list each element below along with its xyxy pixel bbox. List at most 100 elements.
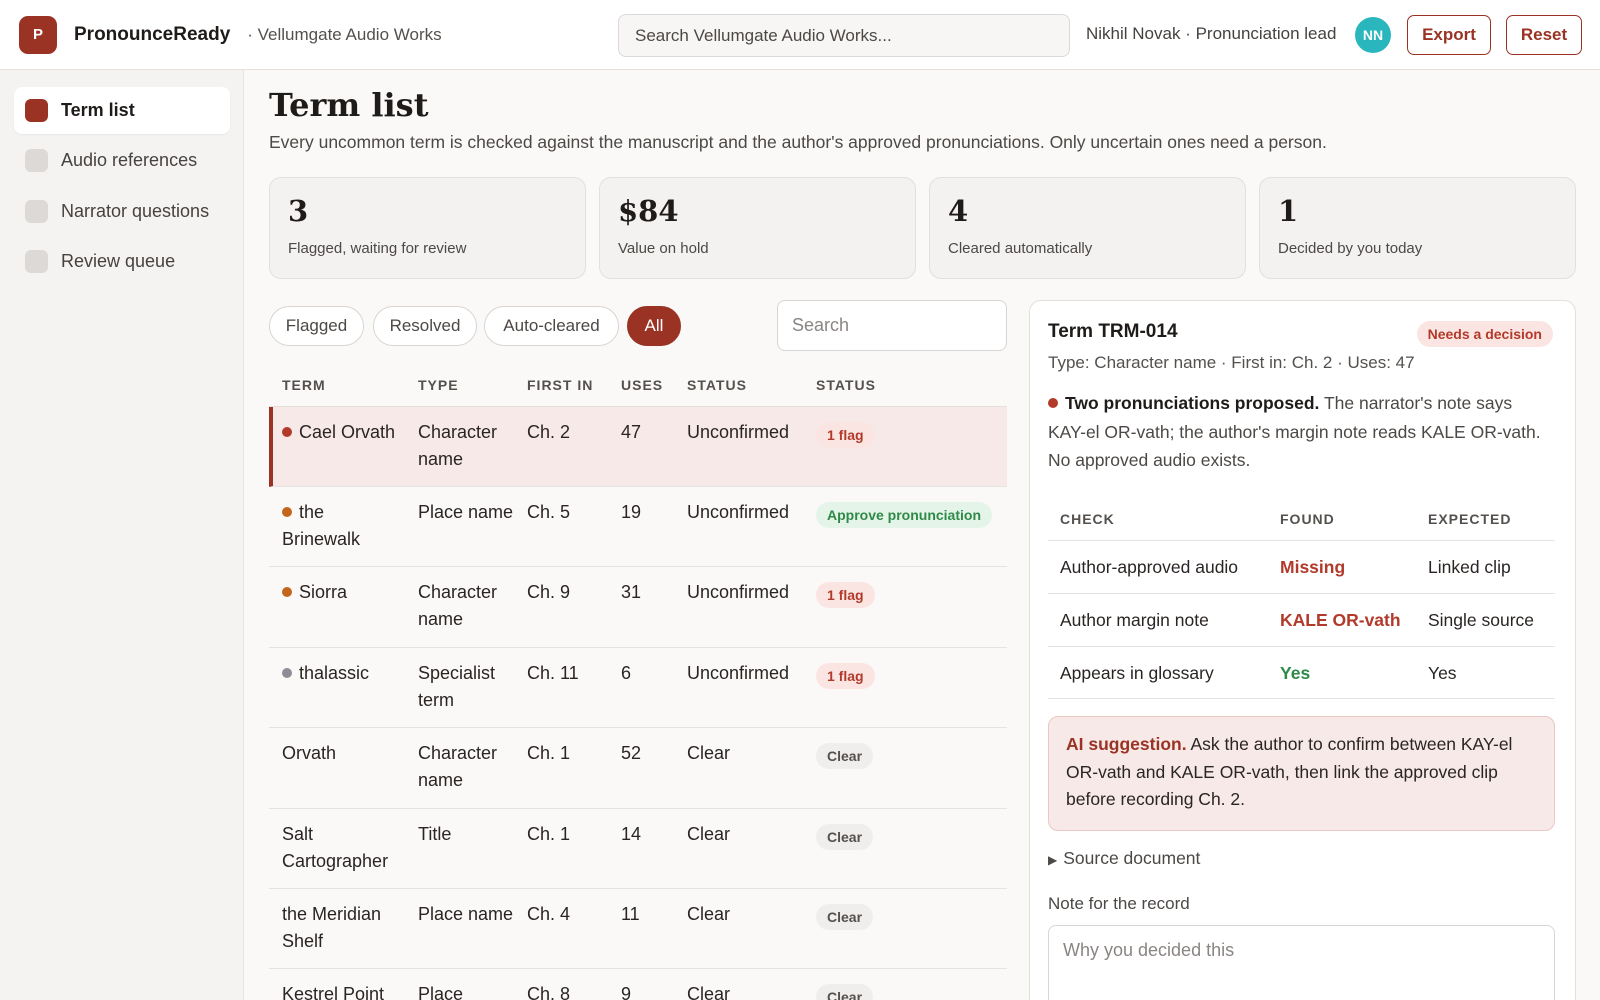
stat-label: Value on hold [618, 240, 709, 257]
status-dot-icon [282, 507, 292, 517]
status-dot-icon [282, 427, 292, 437]
sidebar-item-label: Term list [61, 100, 135, 120]
status-cell: Unconfirmed [687, 422, 790, 442]
column-header-first-in[interactable]: FIRST IN [527, 377, 594, 393]
filter-chip-all[interactable]: All [627, 306, 681, 346]
first-in-cell: Ch. 1 [527, 824, 571, 844]
type-cell: Title [418, 824, 452, 844]
workspace-name: · Vellumgate Audio Works [247, 24, 442, 44]
stat-label: Flagged, waiting for review [288, 240, 467, 257]
ai-suggestion-box: AI suggestion. Ask the author to confirm… [1048, 716, 1555, 831]
status-dot-icon [282, 668, 292, 678]
uses-cell: 11 [621, 904, 640, 924]
uses-cell: 6 [621, 663, 632, 683]
table-row[interactable]: Kestrel Point Place Ch. 8 9 Clear Clear [269, 969, 1007, 1000]
status-badge: 1 flag [816, 663, 875, 689]
ai-suggestion-label: AI suggestion. [1066, 734, 1187, 754]
type-cell: Place [418, 984, 464, 1000]
column-header-status[interactable]: STATUS [687, 377, 747, 393]
term-name: Orvath [282, 743, 337, 763]
page-subtitle: Every uncommon term is checked against t… [269, 132, 1327, 152]
avatar[interactable]: NN [1355, 17, 1391, 53]
column-header-uses[interactable]: USES [621, 377, 664, 393]
term-detail-meta: Type: Character name · First in: Ch. 2 ·… [1048, 353, 1415, 372]
type-cell: Character name [418, 422, 498, 469]
check-column-header: CHECK [1060, 511, 1115, 527]
check-row: Appears in glossary Yes Yes [1048, 646, 1555, 699]
check-found: Yes [1280, 663, 1311, 683]
check-found: KALE OR-vath [1280, 610, 1401, 630]
review-queue-icon [25, 250, 48, 273]
first-in-cell: Ch. 2 [527, 422, 571, 442]
table-row[interactable]: Orvath Character name Ch. 1 52 Clear Clear [269, 728, 1007, 809]
type-cell: Specialist term [418, 663, 496, 710]
sidebar-item-review-queue[interactable]: Review queue [14, 238, 230, 285]
column-header-status-badge[interactable]: STATUS [816, 377, 876, 393]
status-badge: 1 flag [816, 582, 875, 608]
type-cell: Place name [418, 502, 514, 522]
filter-chip-flagged[interactable]: Flagged [269, 306, 364, 346]
check-row: Author-approved audio Missing Linked cli… [1048, 540, 1555, 593]
term-name: Cael Orvath [299, 422, 396, 442]
filter-chip-auto-cleared[interactable]: Auto-cleared [484, 306, 619, 346]
page-title: Term list [269, 86, 429, 124]
term-name: the Meridian Shelf [282, 904, 382, 951]
term-name: Kestrel Point [282, 984, 385, 1000]
sidebar-item-label: Review queue [61, 251, 176, 271]
term-name: thalassic [299, 663, 370, 683]
check-expected: Single source [1428, 610, 1535, 630]
status-badge: Clear [816, 743, 874, 769]
filter-chip-resolved[interactable]: Resolved [373, 306, 477, 346]
stat-label: Cleared automatically [948, 240, 1093, 257]
note-textarea[interactable]: Why you decided this [1048, 925, 1555, 1000]
column-header-term[interactable]: TERM [282, 377, 326, 393]
table-row[interactable]: thalassic Specialist term Ch. 11 6 Unconfirm… [269, 648, 1007, 728]
sidebar-item-label: Narrator questions [61, 201, 210, 221]
first-in-cell: Ch. 1 [527, 743, 571, 763]
status-cell: Unconfirmed [687, 663, 790, 683]
uses-cell: 52 [621, 743, 642, 763]
term-cell: Siorra [282, 579, 407, 606]
source-document-toggle[interactable]: ▶ Source document [1048, 848, 1200, 869]
type-cell: Character name [418, 582, 498, 629]
term-cell: Salt Cartographer [282, 821, 407, 875]
stat-card-flagged: 3 Flagged, waiting for review [269, 177, 586, 279]
status-cell: Clear [687, 904, 731, 924]
term-name: Salt Cartographer [282, 824, 389, 871]
reset-button[interactable]: Reset [1506, 15, 1582, 55]
column-header-type[interactable]: TYPE [418, 377, 459, 393]
status-cell: Unconfirmed [687, 502, 790, 522]
check-expected: Yes [1428, 663, 1457, 683]
type-cell: Place name [418, 904, 514, 924]
table-row[interactable]: Salt Cartographer Title Ch. 1 14 Clear Clear [269, 809, 1007, 889]
table-row[interactable]: the Meridian Shelf Place name Ch. 4 11 Clear… [269, 889, 1007, 969]
status-cell: Clear [687, 984, 731, 1000]
export-button[interactable]: Export [1407, 15, 1491, 55]
global-search-input[interactable]: Search Vellumgate Audio Works... [618, 14, 1070, 57]
sidebar-item-narrator-questions[interactable]: Narrator questions [14, 188, 230, 235]
decision-status-badge: Needs a decision [1416, 321, 1553, 347]
term-name: Siorra [299, 582, 348, 602]
term-detail-panel: Term TRM-014 Needs a decision Type: Char… [1029, 300, 1576, 1000]
stat-label: Decided by you today [1278, 240, 1423, 257]
stat-card-decided: 1 Decided by you today [1259, 177, 1576, 279]
check-name: Author-approved audio [1060, 557, 1239, 577]
table-row[interactable]: Siorra Character name Ch. 9 31 Unconfirmed 1 … [269, 567, 1007, 648]
status-dot-icon [282, 587, 292, 597]
alert-dot-icon [1048, 398, 1058, 408]
table-divider [269, 406, 1007, 407]
sidebar-item-term-list[interactable]: Term list [14, 87, 230, 134]
term-cell: Orvath [282, 740, 407, 767]
status-badge: Approve pronunciation [816, 502, 992, 528]
note-label: Note for the record [1048, 894, 1190, 913]
found-column-header: FOUND [1280, 511, 1335, 527]
first-in-cell: Ch. 9 [527, 582, 571, 602]
table-search-input[interactable]: Search [777, 300, 1007, 351]
table-row[interactable]: Cael Orvath Character name Ch. 2 47 Unconfir… [269, 407, 1007, 487]
table-row[interactable]: the Brinewalk Place name Ch. 5 19 Unconfirme… [269, 487, 1007, 567]
first-in-cell: Ch. 11 [527, 663, 579, 683]
term-cell: the Meridian Shelf [282, 901, 407, 955]
first-in-cell: Ch. 4 [527, 904, 571, 924]
sidebar-item-audio-references[interactable]: Audio references [14, 137, 230, 184]
stat-value: 1 [1278, 194, 1299, 228]
